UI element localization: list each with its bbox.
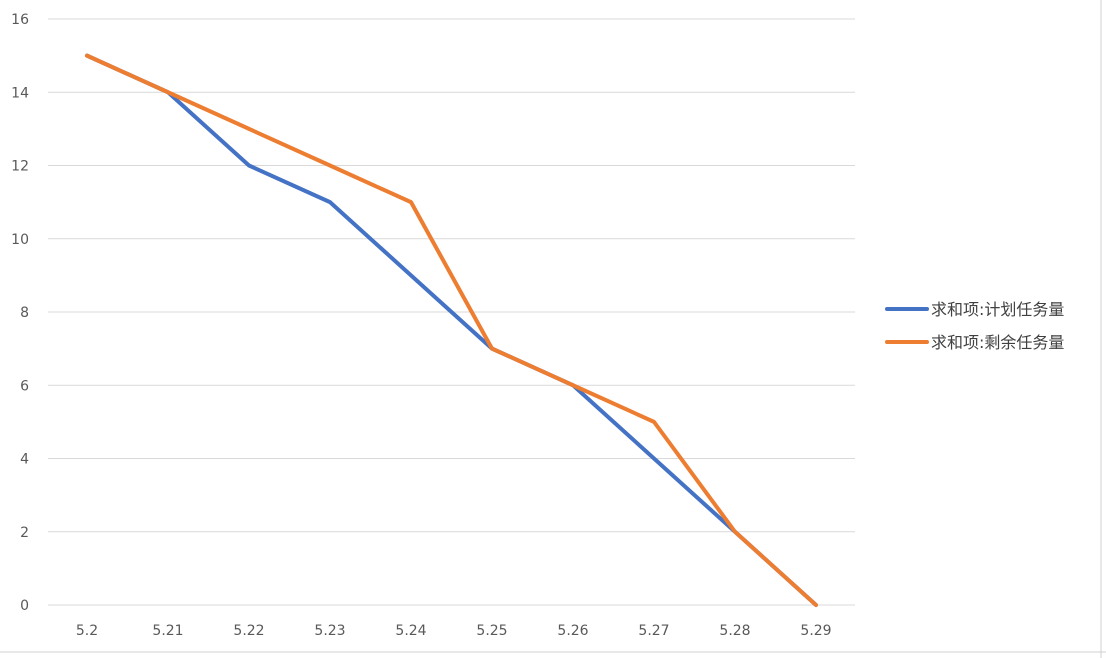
y-tick-label: 0: [20, 598, 29, 614]
x-tick-label: 5.29: [800, 623, 831, 639]
x-tick-label: 5.24: [395, 623, 426, 639]
x-tick-label: 5.21: [152, 623, 183, 639]
x-tick-label: 5.22: [233, 623, 264, 639]
x-tick-label: 5.23: [314, 623, 345, 639]
y-tick-label: 6: [20, 378, 29, 394]
series-line-2: [85, 53, 818, 607]
legend-label-1: 求和项:计划任务量: [931, 300, 1064, 319]
x-tick-label: 5.27: [638, 623, 669, 639]
x-tick-label: 5.26: [557, 623, 588, 639]
series-lines: [85, 53, 818, 607]
y-tick-label: 14: [11, 85, 29, 101]
x-tick-label: 5.28: [719, 623, 750, 639]
y-tick-label: 16: [11, 12, 29, 28]
series-line-1: [85, 53, 818, 607]
y-tick-label: 8: [20, 305, 29, 321]
x-axis-ticks: 5.2 5.21 5.22 5.23 5.24 5.25 5.26 5.27 5.28 5.29: [76, 623, 832, 639]
legend-label-2: 求和项:剩余任务量: [931, 333, 1064, 352]
y-axis-ticks: 0 2 4 6 8 10 12 14 16: [11, 12, 29, 614]
x-tick-label: 5.2: [76, 623, 98, 639]
y-tick-label: 10: [11, 232, 29, 248]
y-tick-label: 4: [20, 452, 29, 468]
y-tick-label: 2: [20, 525, 29, 541]
y-tick-label: 12: [11, 159, 29, 175]
x-tick-label: 5.25: [476, 623, 507, 639]
